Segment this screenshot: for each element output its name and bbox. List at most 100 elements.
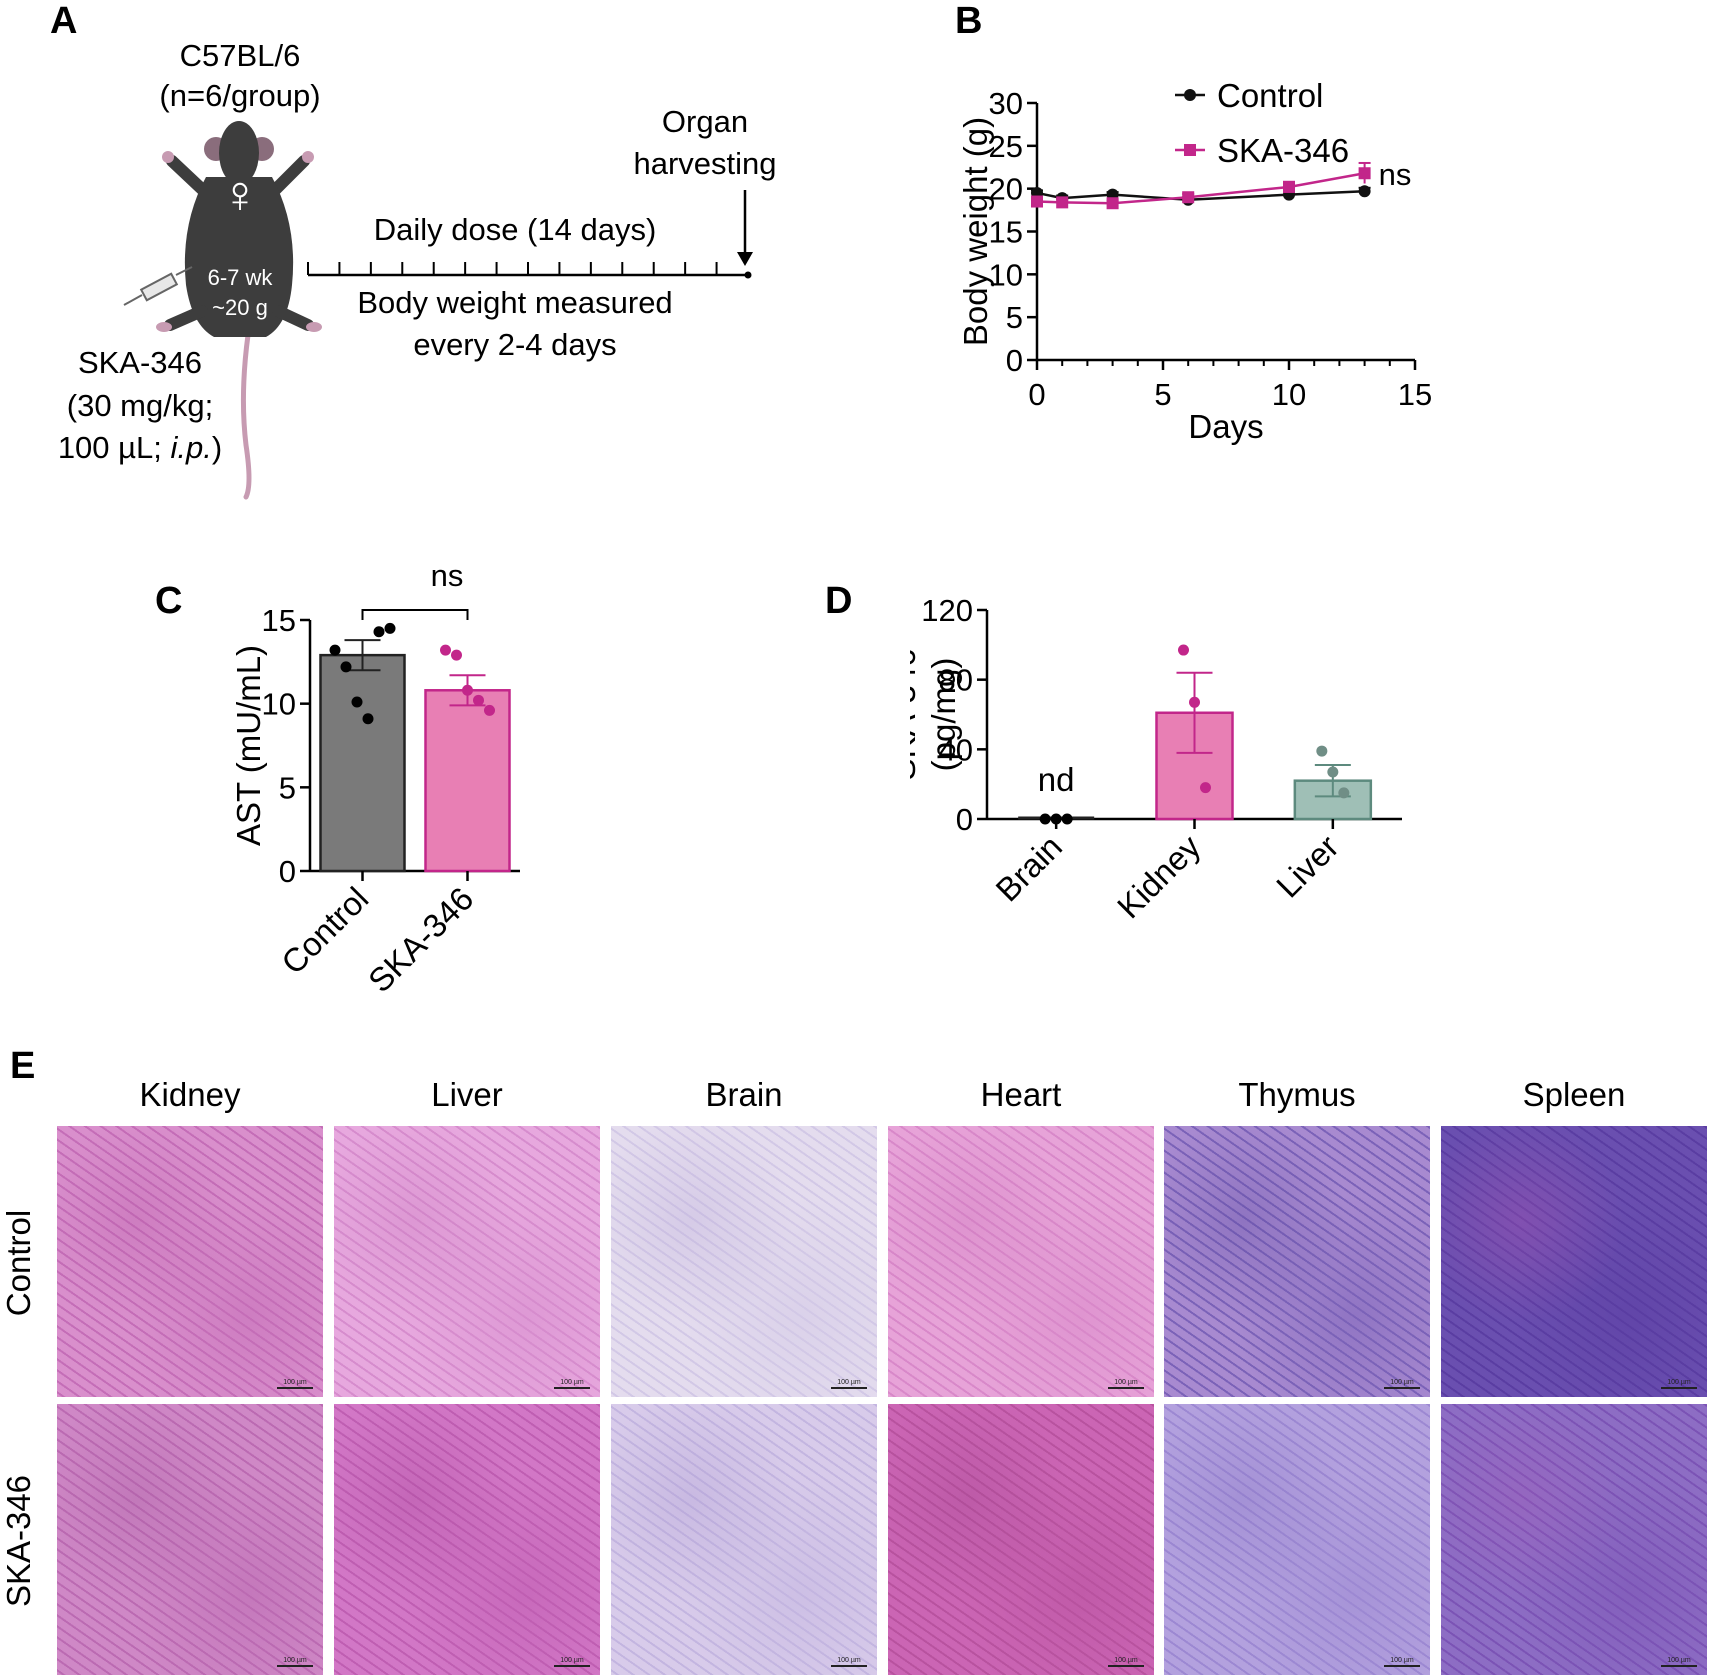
panel-c-letter: C — [155, 580, 183, 622]
histology-image: 100 µm — [1441, 1126, 1707, 1397]
scale-bar — [1384, 1387, 1420, 1389]
x-tick-label: Control — [274, 880, 375, 981]
scale-bar — [1661, 1665, 1697, 1667]
data-point — [384, 622, 396, 634]
drug-label: SKA-346 — [77, 345, 203, 380]
x-tick-label: 15 — [1398, 377, 1432, 412]
histology-row-label: SKA-346 — [0, 1474, 37, 1608]
group-size-label: (n=6/group) — [159, 78, 321, 113]
legend-marker — [1184, 89, 1196, 101]
x-tick-label: 10 — [1272, 377, 1306, 412]
legend-marker — [1184, 144, 1196, 156]
y-axis-title: Body weight (g) — [957, 117, 994, 346]
significance-label: ns — [1379, 157, 1412, 192]
data-point — [1182, 191, 1195, 204]
data-point — [1200, 782, 1211, 794]
y-tick-label: 0 — [956, 802, 973, 837]
y-tick-label: 5 — [1006, 300, 1023, 335]
scale-bar — [277, 1665, 313, 1667]
scale-bar — [831, 1387, 867, 1389]
endpoint-label-2: harvesting — [633, 146, 777, 181]
y-tick-label: 40 — [939, 732, 973, 767]
y-tick-label: 80 — [939, 663, 973, 698]
legend-label: Control — [1217, 77, 1323, 114]
histology-image: 100 µm — [611, 1404, 877, 1675]
timeline-measure-label-2: every 2-4 days — [413, 327, 617, 362]
scale-bar — [1108, 1387, 1144, 1389]
histology-image: 100 µm — [334, 1126, 600, 1397]
panel-d-letter: D — [825, 580, 853, 622]
y-axis-title: SKA-346 — [910, 648, 922, 780]
tissue-distribution-chart: 0 40 80 120 Brain Kidney Liver SKA-346 (pg/mg) nd — [910, 593, 1402, 925]
data-point — [451, 649, 462, 661]
body-weight-chart: 0 5 10 15 20 25 30 0 5 10 15 Days Body weight (g) Con… — [957, 77, 1432, 445]
panel-b-letter: B — [955, 0, 983, 42]
timeline-dose-label: Daily dose (14 days) — [373, 212, 657, 247]
x-tick-label: 0 — [1028, 377, 1045, 412]
x-tick-label: Liver — [1269, 828, 1346, 905]
harvest-arrow-icon — [737, 252, 753, 266]
histology-column-header: Brain — [705, 1076, 783, 1113]
scale-bar — [831, 1665, 867, 1667]
scale-bar — [277, 1387, 313, 1389]
mouse-illustration — [123, 121, 322, 500]
data-point — [329, 644, 341, 656]
y-tick-label: 30 — [989, 86, 1023, 121]
age-label: 6-7 wk — [207, 265, 273, 290]
histology-image: 100 µm — [57, 1404, 323, 1675]
scale-bar-label: 100 µm — [1114, 1379, 1138, 1386]
data-point — [351, 696, 363, 708]
histology-column-header: Kidney — [139, 1076, 241, 1113]
data-point — [362, 713, 374, 725]
timeline-end-dot — [744, 271, 752, 279]
x-tick-label: Brain — [988, 828, 1069, 909]
histology-image: 100 µm — [1441, 1404, 1707, 1675]
data-point — [1189, 696, 1200, 708]
data-point — [1061, 813, 1073, 825]
scale-bar-label: 100 µm — [1390, 1657, 1414, 1664]
histology-image: 100 µm — [888, 1126, 1154, 1397]
y-tick-label: 120 — [921, 593, 973, 628]
data-point — [1327, 766, 1339, 778]
strain-label: C57BL/6 — [179, 38, 301, 73]
data-point — [1039, 813, 1051, 825]
data-point — [340, 661, 352, 673]
data-point — [1178, 644, 1189, 656]
syringe-icon — [123, 266, 193, 306]
data-point — [1358, 167, 1371, 180]
panel-a-letter: A — [50, 0, 78, 42]
route-label: 100 µL; i.p.) — [57, 430, 223, 465]
significance-bracket — [361, 609, 469, 620]
bar — [424, 689, 511, 873]
x-tick-label: 5 — [1154, 377, 1171, 412]
panel-e-letter: E — [10, 1045, 36, 1087]
y-tick-label: 25 — [989, 129, 1023, 164]
endpoint-label: Organ — [661, 104, 749, 139]
histology-image: 100 µm — [888, 1404, 1154, 1675]
scale-bar — [1108, 1665, 1144, 1667]
histology-image: 100 µm — [1164, 1404, 1430, 1675]
scale-bar-label: 100 µm — [560, 1657, 584, 1664]
timeline-measure-label: Body weight measured — [357, 285, 673, 320]
histology-column-header: Thymus — [1238, 1076, 1356, 1113]
scale-bar-label: 100 µm — [1667, 1379, 1691, 1386]
x-axis-title: Days — [1188, 408, 1263, 445]
histology-column-header: Liver — [431, 1076, 503, 1113]
bar — [319, 653, 406, 873]
y-tick-label: 5 — [279, 770, 296, 805]
legend-label: SKA-346 — [1217, 132, 1349, 169]
y-tick-label: 10 — [989, 257, 1023, 292]
dose-label: (30 mg/kg; — [66, 388, 214, 423]
y-tick-label: 10 — [262, 687, 296, 722]
scale-bar-label: 100 µm — [837, 1379, 861, 1386]
data-point — [1056, 196, 1069, 209]
x-tick-label: Kidney — [1110, 827, 1208, 925]
scale-bar — [1384, 1665, 1420, 1667]
y-tick-label: 0 — [279, 854, 296, 889]
not-detected-label: nd — [1038, 761, 1075, 798]
data-point — [462, 684, 473, 696]
y-axis-title-units: (pg/mg) — [925, 658, 962, 772]
scale-bar-label: 100 µm — [1114, 1657, 1138, 1664]
histology-image: 100 µm — [57, 1126, 323, 1397]
